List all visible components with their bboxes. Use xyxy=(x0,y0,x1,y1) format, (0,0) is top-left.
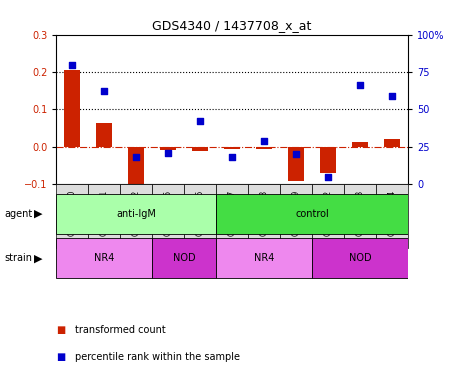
FancyBboxPatch shape xyxy=(184,184,216,248)
FancyBboxPatch shape xyxy=(120,184,152,248)
Text: NOD: NOD xyxy=(349,253,371,263)
FancyBboxPatch shape xyxy=(152,184,184,248)
Text: NOD: NOD xyxy=(173,253,196,263)
Text: control: control xyxy=(295,209,329,219)
Point xyxy=(68,61,76,68)
Point xyxy=(325,174,332,180)
FancyBboxPatch shape xyxy=(88,184,120,248)
FancyBboxPatch shape xyxy=(344,184,376,248)
Text: strain: strain xyxy=(5,253,33,263)
Text: GSM915685: GSM915685 xyxy=(164,189,173,236)
Text: NR4: NR4 xyxy=(254,253,274,263)
FancyBboxPatch shape xyxy=(216,238,312,278)
Bar xyxy=(352,142,368,147)
FancyBboxPatch shape xyxy=(216,194,408,234)
Point xyxy=(388,93,396,99)
Text: GSM915686: GSM915686 xyxy=(196,189,204,236)
Text: GSM915690: GSM915690 xyxy=(68,189,77,236)
Text: ■: ■ xyxy=(56,352,66,362)
Bar xyxy=(64,70,80,147)
Text: percentile rank within the sample: percentile rank within the sample xyxy=(75,352,240,362)
Bar xyxy=(128,147,144,195)
Text: GSM915689: GSM915689 xyxy=(292,189,301,236)
Text: GSM915684: GSM915684 xyxy=(387,189,397,236)
Text: GSM915691: GSM915691 xyxy=(100,189,109,236)
FancyBboxPatch shape xyxy=(56,184,88,248)
FancyBboxPatch shape xyxy=(280,184,312,248)
Bar xyxy=(96,122,112,147)
FancyBboxPatch shape xyxy=(312,238,408,278)
FancyBboxPatch shape xyxy=(248,184,280,248)
Point xyxy=(260,138,268,144)
Point xyxy=(165,150,172,156)
Point xyxy=(197,118,204,124)
FancyBboxPatch shape xyxy=(376,184,408,248)
Bar xyxy=(160,147,176,150)
Text: agent: agent xyxy=(5,209,33,219)
Text: NR4: NR4 xyxy=(94,253,114,263)
Bar xyxy=(224,147,240,149)
FancyBboxPatch shape xyxy=(216,184,248,248)
Text: GSM915687: GSM915687 xyxy=(227,189,237,236)
Text: GSM915692: GSM915692 xyxy=(132,189,141,236)
Bar xyxy=(384,139,400,147)
Point xyxy=(356,83,364,89)
Text: ■: ■ xyxy=(56,325,66,335)
Text: transformed count: transformed count xyxy=(75,325,166,335)
Point xyxy=(292,151,300,157)
Point xyxy=(228,154,236,161)
Point xyxy=(100,88,108,94)
Bar xyxy=(320,147,336,173)
Bar xyxy=(256,147,272,149)
Text: GSM915683: GSM915683 xyxy=(356,189,364,236)
Text: ▶: ▶ xyxy=(34,209,43,219)
Title: GDS4340 / 1437708_x_at: GDS4340 / 1437708_x_at xyxy=(152,19,312,32)
Text: GSM915682: GSM915682 xyxy=(324,189,333,235)
FancyBboxPatch shape xyxy=(56,194,216,234)
Bar xyxy=(192,147,208,151)
Text: GSM915688: GSM915688 xyxy=(260,189,269,235)
FancyBboxPatch shape xyxy=(56,238,152,278)
Point xyxy=(132,154,140,161)
FancyBboxPatch shape xyxy=(312,184,344,248)
Bar xyxy=(288,147,304,180)
Text: anti-IgM: anti-IgM xyxy=(116,209,156,219)
FancyBboxPatch shape xyxy=(152,238,216,278)
Text: ▶: ▶ xyxy=(34,253,43,263)
